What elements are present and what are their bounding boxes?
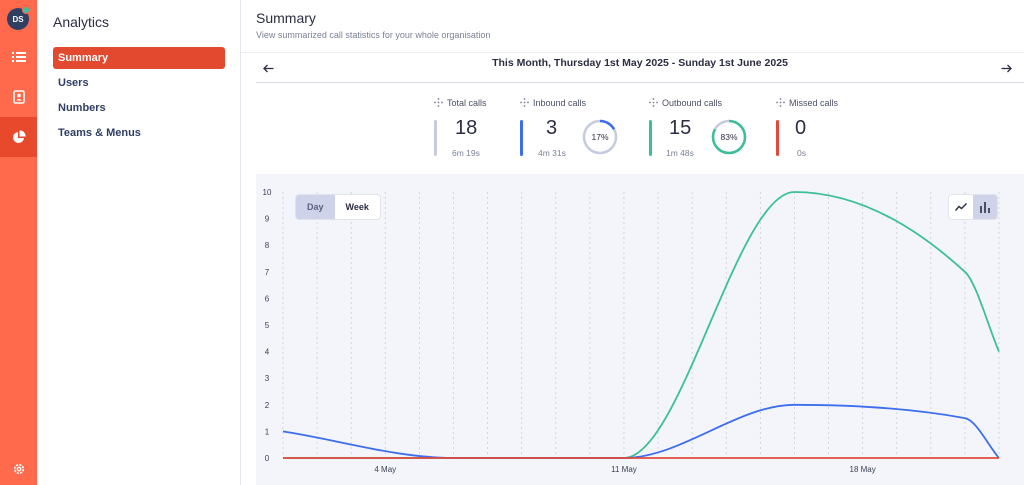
ring-percentage: 17% xyxy=(591,132,609,142)
settings-icon xyxy=(13,463,24,475)
pie-chart-icon xyxy=(12,130,26,143)
y-tick-label: 2 xyxy=(265,401,270,410)
next-period-button[interactable] xyxy=(996,59,1016,77)
stat-label: Inbound calls xyxy=(533,98,587,108)
rail-item-contacts[interactable] xyxy=(0,77,37,117)
y-tick-label: 8 xyxy=(265,241,270,250)
stat-label: Total calls xyxy=(447,98,487,108)
ring-fill xyxy=(582,119,618,155)
move-icon xyxy=(649,98,658,107)
stat-color-bar xyxy=(649,120,652,156)
date-range-bar: This Month, Thursday 1st May 2025 - Sund… xyxy=(256,53,1024,83)
bar-chart-icon xyxy=(980,201,990,213)
stat-value: 18 xyxy=(455,117,478,139)
main-content: Summary View summarized call statistics … xyxy=(241,0,1024,485)
y-tick-label: 1 xyxy=(265,427,270,436)
stat-value: 3 xyxy=(546,117,558,139)
sidebar-title: Analytics xyxy=(53,14,110,30)
icon-rail: DS xyxy=(0,0,37,485)
stat-duration: 6m 19s xyxy=(452,148,480,158)
sidebar-item-summary[interactable]: Summary xyxy=(53,47,225,69)
y-tick-label: 9 xyxy=(265,215,270,224)
stat-color-bar xyxy=(520,120,523,156)
previous-period-button[interactable] xyxy=(258,59,278,77)
avatar-initials: DS xyxy=(12,14,24,24)
rail-item-settings[interactable] xyxy=(0,449,37,485)
stat-color-bar xyxy=(776,120,779,156)
y-tick-label: 5 xyxy=(265,321,270,330)
y-tick-label: 4 xyxy=(265,348,270,357)
move-icon xyxy=(434,98,443,107)
ring-fill xyxy=(711,119,747,155)
stat-label: Missed calls xyxy=(789,98,839,108)
x-tick-label: 18 May xyxy=(850,465,876,474)
stat-value: 15 xyxy=(669,117,692,139)
line-chart-button[interactable] xyxy=(949,195,973,219)
analytics-sidebar: Analytics Summary Users Numbers Teams & … xyxy=(37,0,241,485)
move-icon xyxy=(776,98,785,107)
stat-color-bar xyxy=(434,120,437,156)
arrow-right-icon xyxy=(1001,64,1012,72)
y-tick-label: 3 xyxy=(265,374,270,383)
ring-percentage: 83% xyxy=(720,132,738,142)
line-chart-icon xyxy=(955,203,967,211)
y-tick-label: 7 xyxy=(265,268,270,277)
page-title: Summary xyxy=(256,10,316,26)
contacts-icon xyxy=(12,90,25,104)
y-tick-label: 0 xyxy=(265,454,270,463)
page-subtitle: View summarized call statistics for your… xyxy=(256,30,491,40)
x-tick-label: 4 May xyxy=(374,465,396,474)
rail-item-analytics[interactable] xyxy=(0,117,37,157)
rail-item-list[interactable] xyxy=(0,37,37,77)
stat-value: 0 xyxy=(795,117,807,139)
stat-duration: 0s xyxy=(797,148,806,158)
series-line-0 xyxy=(283,191,1000,459)
presence-indicator xyxy=(22,6,30,14)
y-tick-label: 6 xyxy=(265,294,270,303)
header-divider xyxy=(241,52,1024,53)
stat-duration: 1m 48s xyxy=(666,148,694,158)
outbound-percentage-ring: 83% xyxy=(710,118,748,156)
stat-duration: 4m 31s xyxy=(538,148,566,158)
chart-type-toggle xyxy=(949,195,997,219)
bar-chart-button[interactable] xyxy=(973,195,997,219)
list-icon xyxy=(11,52,26,62)
date-range-label: This Month, Thursday 1st May 2025 - Sund… xyxy=(492,57,788,69)
calls-chart: 0 1 2 3 4 5 6 7 8 9 10 4 May 11 May 18 May Day Week xyxy=(256,174,1024,485)
sidebar-item-numbers[interactable]: Numbers xyxy=(58,102,106,114)
day-toggle-button[interactable]: Day xyxy=(296,195,335,219)
inbound-percentage-ring: 17% xyxy=(581,118,619,156)
series-line-1 xyxy=(282,403,1000,459)
arrow-left-icon xyxy=(262,64,273,72)
x-tick-label: 11 May xyxy=(611,465,637,474)
granularity-toggle: Day Week xyxy=(296,195,380,219)
move-icon xyxy=(520,98,529,107)
sidebar-item-teams-menus[interactable]: Teams & Menus xyxy=(58,127,141,139)
stat-label: Outbound calls xyxy=(662,98,723,108)
calls-chart-svg: 0 1 2 3 4 5 6 7 8 9 10 4 May 11 May 18 May xyxy=(263,188,1000,474)
sidebar-item-users[interactable]: Users xyxy=(58,77,89,89)
y-tick-label: 10 xyxy=(263,188,272,197)
week-toggle-button[interactable]: Week xyxy=(334,195,380,219)
